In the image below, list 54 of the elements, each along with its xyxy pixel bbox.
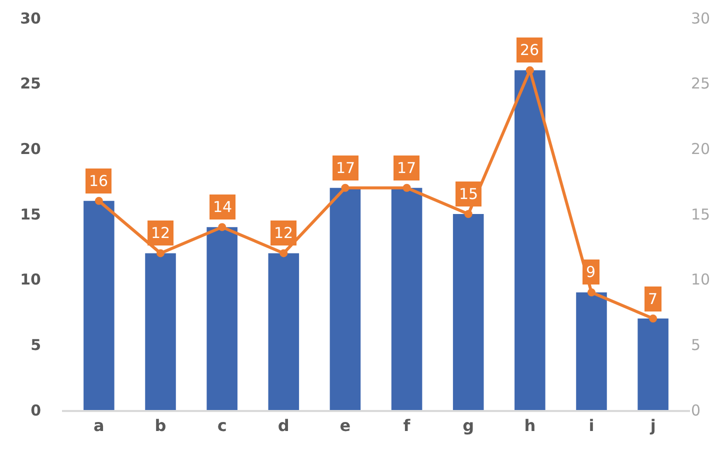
y-tick-label: 15 xyxy=(20,205,41,224)
data-label: 17 xyxy=(397,159,416,177)
bar xyxy=(330,188,361,410)
point xyxy=(402,184,411,192)
y2-tick-label: 5 xyxy=(691,336,701,354)
bar xyxy=(452,214,484,410)
point xyxy=(280,249,288,258)
point xyxy=(94,196,103,205)
y-tick-label: 5 xyxy=(30,336,41,354)
x-tick-label: c xyxy=(217,416,227,435)
x-tick-label: g xyxy=(462,416,474,435)
x-tick-label: h xyxy=(524,416,536,435)
point xyxy=(526,66,534,74)
x-tick-label: j xyxy=(649,416,656,435)
x-tick-label: d xyxy=(278,416,290,435)
x-tick-label: a xyxy=(94,416,104,435)
bar xyxy=(84,200,114,410)
point xyxy=(218,223,226,232)
data-label: 12 xyxy=(274,224,294,242)
data-label: 12 xyxy=(151,224,170,242)
bar xyxy=(638,318,668,410)
bar xyxy=(576,292,607,410)
x-tick-label: b xyxy=(154,416,166,435)
y-tick-label: 20 xyxy=(20,140,41,158)
data-label: 14 xyxy=(213,198,232,216)
y-tick-label: 0 xyxy=(30,401,41,420)
y2-tick-label: 30 xyxy=(691,9,710,28)
data-label: 26 xyxy=(520,41,540,59)
y2-tick-label: 10 xyxy=(691,270,710,289)
bar xyxy=(268,253,300,410)
bar xyxy=(514,70,546,410)
y-tick-label: 25 xyxy=(20,74,41,93)
y-tick-label: 30 xyxy=(20,9,41,28)
y-tick-label: 10 xyxy=(20,270,41,289)
point xyxy=(464,210,472,218)
y2-tick-label: 15 xyxy=(691,205,710,224)
x-tick-label: f xyxy=(403,416,412,435)
data-label: 9 xyxy=(586,263,596,281)
y2-tick-label: 25 xyxy=(691,74,710,93)
point xyxy=(156,249,165,258)
x-tick-label: e xyxy=(340,416,351,435)
x-tick-label: i xyxy=(588,416,594,435)
bar xyxy=(145,253,176,410)
data-label: 7 xyxy=(648,290,658,308)
y2-tick-label: 20 xyxy=(691,140,710,158)
data-label: 17 xyxy=(336,159,356,177)
bar xyxy=(391,188,422,410)
point xyxy=(649,314,658,323)
point xyxy=(587,288,596,296)
data-label: 16 xyxy=(89,172,108,190)
bar xyxy=(206,227,238,410)
point xyxy=(341,184,350,192)
data-label: 15 xyxy=(459,185,478,203)
y2-tick-label: 0 xyxy=(691,401,701,420)
